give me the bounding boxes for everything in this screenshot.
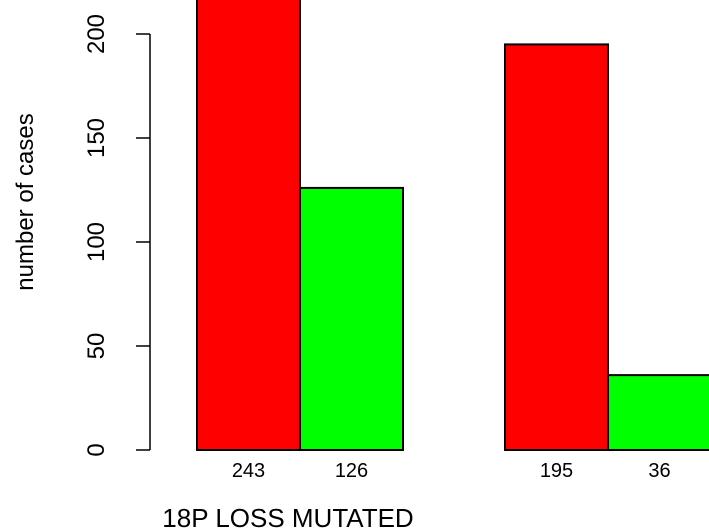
bar-1-1 [607,374,709,451]
y-tick-label: 100 [83,222,110,262]
bar-count-label: 36 [648,460,670,482]
bar-count-label: 195 [540,460,573,482]
y-tick-label: 150 [83,118,110,158]
bar-count-label: 126 [335,460,368,482]
y-axis: 0 50 100 150 200 [83,14,151,457]
bar-0-0 [196,0,301,451]
y-tick-label: 200 [83,14,110,54]
bar-1-0 [504,43,609,452]
x-axis-label: 18P LOSS MUTATED [162,503,413,531]
bar-0-1 [299,186,404,451]
y-tick-label: 50 [83,333,110,360]
y-tick-label: 0 [83,443,110,456]
plot-area: 243 126 195 36 [196,0,709,482]
bar-count-label: 243 [232,460,265,482]
y-axis-label: number of cases [12,113,39,290]
